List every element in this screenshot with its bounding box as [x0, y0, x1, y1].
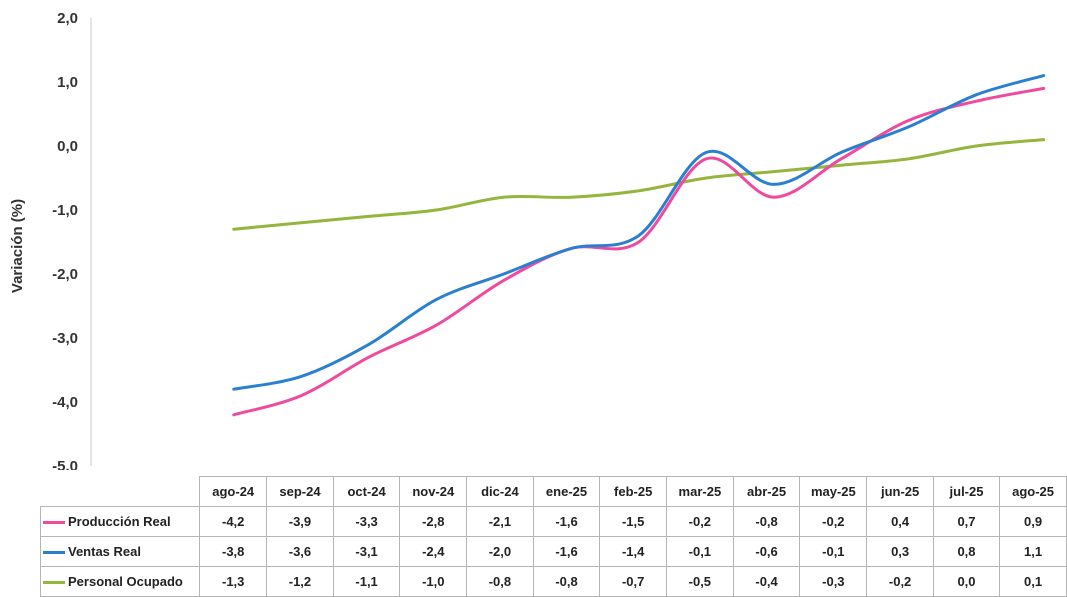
category-label: abr-25 — [732, 476, 801, 507]
category-label: dic-24 — [466, 476, 534, 507]
legend-key — [43, 521, 65, 525]
y-axis-label: Variación (%) — [9, 199, 26, 293]
category-label: jun-25 — [866, 476, 934, 507]
table-header-row: ago-24 sep-24 oct-24 nov-24 dic-24 ene-25 feb-… — [41, 476, 1067, 507]
data-value: -0,1 — [799, 536, 868, 567]
legend-label: Personal Ocupado — [68, 574, 183, 589]
data-value: -1,0 — [399, 566, 468, 597]
legend-label: Ventas Real — [68, 544, 141, 559]
line-chart: Variación (%) 2,0 1,0 0,0 -1,0 -2,0 -3,0 -4,0 -… — [9, 10, 1046, 470]
legend-key — [43, 551, 65, 555]
data-value: -2,1 — [466, 506, 534, 537]
data-value: -0,8 — [466, 566, 534, 597]
data-value: -0,1 — [665, 536, 734, 567]
data-value: -3,8 — [199, 536, 268, 567]
data-value: -0,6 — [732, 536, 801, 567]
category-label: may-25 — [799, 476, 868, 507]
data-value: 0,1 — [999, 566, 1067, 597]
data-value: -2,0 — [466, 536, 534, 567]
y-tick-label: 1,0 — [57, 74, 78, 91]
legend-entry: Personal Ocupado — [39, 566, 201, 597]
data-value: -1,3 — [199, 566, 268, 597]
category-label: mar-25 — [665, 476, 734, 507]
data-value: -3,9 — [266, 506, 334, 537]
data-value: -0,2 — [866, 566, 934, 597]
y-tick-label: 2,0 — [57, 10, 78, 27]
data-value: -1,1 — [332, 566, 401, 597]
data-value: -3,1 — [332, 536, 401, 567]
category-label: oct-24 — [332, 476, 401, 507]
category-label: ene-25 — [532, 476, 601, 507]
data-value: -0,8 — [732, 506, 801, 537]
data-value: -0,2 — [665, 506, 734, 537]
legend-entry: Ventas Real — [39, 536, 201, 567]
category-label: ago-25 — [999, 476, 1067, 507]
data-value: -2,4 — [399, 536, 468, 567]
data-value: -0,4 — [732, 566, 801, 597]
y-tick-label: -3,0 — [52, 330, 78, 347]
series-lines — [232, 74, 1046, 417]
data-value: -3,6 — [266, 536, 334, 567]
y-tick-label: -2,0 — [52, 266, 78, 283]
data-value: -1,5 — [599, 506, 667, 537]
legend-key — [43, 581, 65, 585]
data-value: 0,0 — [932, 566, 1001, 597]
data-value: 0,9 — [999, 506, 1067, 537]
data-value: -1,6 — [532, 536, 601, 567]
table-row: Personal Ocupado -1,3 -1,2 -1,1 -1,0 -0,8 -0,8… — [39, 566, 1067, 597]
legend-entry: Producción Real — [39, 506, 201, 537]
series-line-0 — [232, 86, 1046, 417]
category-label: jul-25 — [932, 476, 1001, 507]
legend-label: Producción Real — [68, 514, 171, 529]
y-tick-label: -1,0 — [52, 202, 78, 219]
category-label: feb-25 — [599, 476, 667, 507]
data-value: 0,3 — [866, 536, 934, 567]
data-value: 1,1 — [999, 536, 1067, 567]
series-line-2 — [232, 138, 1046, 231]
data-value: -0,2 — [799, 506, 868, 537]
y-axis-ticks: 2,0 1,0 0,0 -1,0 -2,0 -3,0 -4,0 -5,0 — [52, 10, 78, 470]
y-tick-label: -5,0 — [52, 458, 78, 470]
data-value: 0,4 — [866, 506, 934, 537]
category-label: sep-24 — [266, 476, 334, 507]
data-value: -1,2 — [266, 566, 334, 597]
data-value: 0,8 — [932, 536, 1001, 567]
data-value: -4,2 — [199, 506, 268, 537]
table-row: Producción Real -4,2 -3,9 -3,3 -2,8 -2,1 -1,6-… — [39, 506, 1067, 537]
table-corner — [41, 477, 200, 507]
data-value: -0,7 — [599, 566, 667, 597]
data-value: -0,3 — [799, 566, 868, 597]
data-value: -3,3 — [332, 506, 401, 537]
category-label: ago-24 — [199, 476, 268, 507]
data-value: -1,6 — [532, 506, 601, 537]
series-line-1 — [232, 74, 1046, 391]
category-label: nov-24 — [399, 476, 468, 507]
y-tick-label: 0,0 — [57, 138, 78, 155]
y-tick-label: -4,0 — [52, 394, 78, 411]
data-value: -0,5 — [665, 566, 734, 597]
data-value: -2,8 — [399, 506, 468, 537]
data-value: -0,8 — [532, 566, 601, 597]
data-value: -1,4 — [599, 536, 667, 567]
table-row: Ventas Real -3,8 -3,6 -3,1 -2,4 -2,0 -1,6 -1,4-… — [39, 536, 1067, 567]
data-table: ago-24 sep-24 oct-24 nov-24 dic-24 ene-25 feb-… — [39, 476, 1067, 597]
data-value: 0,7 — [932, 506, 1001, 537]
